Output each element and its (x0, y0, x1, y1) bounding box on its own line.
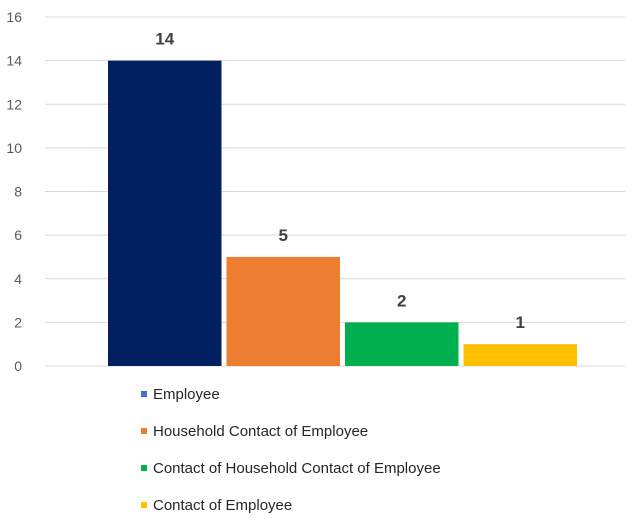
legend-label: Household Contact of Employee (153, 423, 369, 440)
legend-item: Contact of Household Contact of Employee (141, 450, 441, 487)
legend-item: Household Contact of Employee (141, 413, 441, 450)
bar (108, 60, 222, 366)
legend-swatch (141, 391, 147, 398)
bar (345, 322, 459, 366)
y-tick-label: 6 (14, 227, 22, 243)
data-label: 1 (516, 313, 525, 332)
legend-item: Employee (141, 376, 441, 413)
y-tick-label: 8 (14, 184, 22, 200)
data-labels: 14 5 2 1 (155, 30, 525, 333)
bar (463, 344, 577, 366)
bar (226, 256, 340, 366)
legend-swatch (141, 502, 147, 509)
bar-chart: 0 2 4 6 8 10 12 14 16 14 5 2 1 (6, 9, 625, 374)
legend-swatch (141, 465, 147, 472)
legend: Employee Household Contact of Employee Con… (141, 376, 441, 524)
y-tick-label: 12 (6, 96, 22, 112)
data-label: 14 (155, 30, 174, 49)
y-axis: 0 2 4 6 8 10 12 14 16 (6, 9, 22, 374)
bars (108, 60, 577, 366)
legend-swatch (141, 428, 147, 435)
legend-label: Contact of Employee (153, 497, 293, 514)
y-tick-label: 14 (6, 53, 22, 69)
y-tick-label: 2 (14, 314, 22, 330)
legend-label: Contact of Household Contact of Employee (153, 460, 441, 477)
legend-item: Contact of Employee (141, 487, 441, 524)
data-label: 5 (279, 226, 288, 245)
y-tick-label: 10 (6, 140, 22, 156)
y-tick-label: 0 (14, 358, 22, 374)
legend-label: Employee (153, 386, 220, 403)
y-tick-label: 16 (6, 9, 22, 25)
data-label: 2 (397, 291, 406, 310)
y-tick-label: 4 (14, 271, 22, 287)
